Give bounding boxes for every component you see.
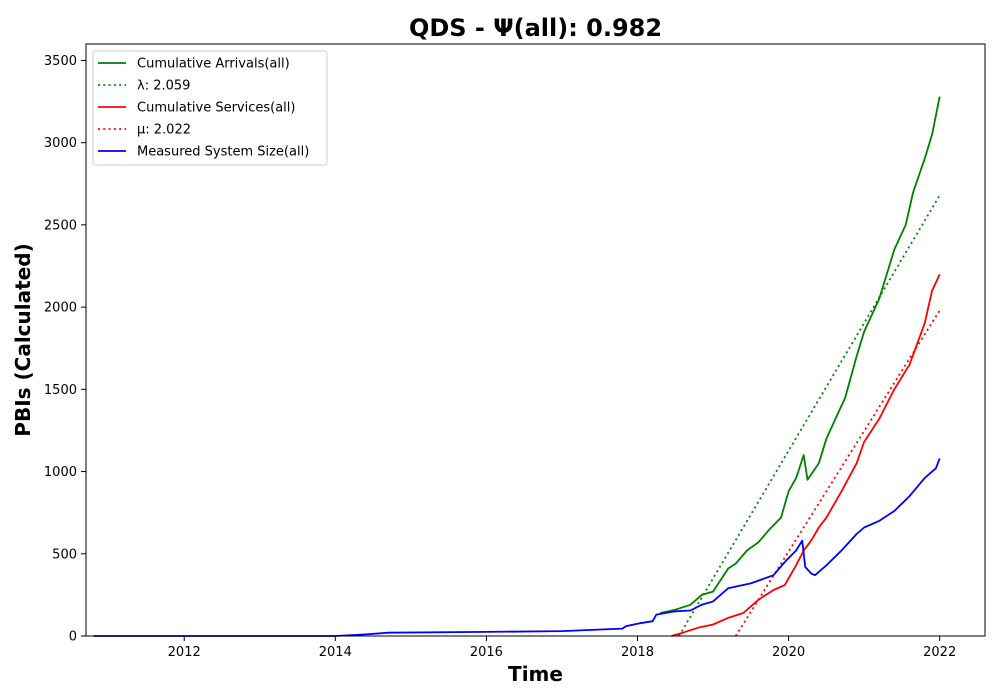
plot-lines (93, 96, 941, 637)
x-tick-label: 2016 (470, 645, 503, 660)
series-line-1 (660, 96, 941, 614)
series-line-4 (734, 309, 941, 637)
y-axis-label: PBIs (Calculated) (11, 243, 35, 436)
y-tick-label: 2500 (44, 218, 77, 233)
plot-frame (85, 43, 986, 637)
legend-label: μ: 2.022 (137, 123, 191, 138)
y-tick-label: 3000 (44, 136, 77, 151)
legend-label: Cumulative Arrivals(all) (137, 57, 290, 72)
y-tick-label: 500 (52, 547, 77, 562)
x-tick-label: 2020 (772, 645, 805, 660)
series-line-3 (671, 273, 941, 637)
legend-box (92, 50, 328, 166)
legend-label: λ: 2.059 (137, 79, 190, 94)
x-tick-label: 2014 (319, 645, 352, 660)
y-tick-label: 1000 (44, 465, 77, 480)
legend-label: Cumulative Services(all) (137, 101, 295, 116)
y-tick-label: 2000 (44, 301, 77, 316)
x-axis: 2012 2014 2016 2018 2020 2022 (168, 636, 956, 660)
x-tick-label: 2018 (621, 645, 654, 660)
legend: Cumulative Arrivals(all) λ: 2.059 Cumulati… (92, 50, 328, 166)
x-tick-label: 2012 (168, 645, 201, 660)
x-axis-label: Time (508, 662, 563, 686)
chart-title: QDS - Ψ(all): 0.982 (409, 14, 662, 42)
y-tick-label: 1500 (44, 383, 77, 398)
x-tick-label: 2022 (923, 645, 956, 660)
y-tick-label: 0 (69, 630, 77, 645)
y-tick-label: 3500 (44, 54, 77, 69)
legend-label: Measured System Size(all) (137, 145, 309, 160)
series-line-2 (678, 194, 941, 637)
y-axis: 0 500 1000 1500 2000 2500 3000 3500 (44, 54, 86, 645)
series-line-5 (93, 458, 941, 637)
